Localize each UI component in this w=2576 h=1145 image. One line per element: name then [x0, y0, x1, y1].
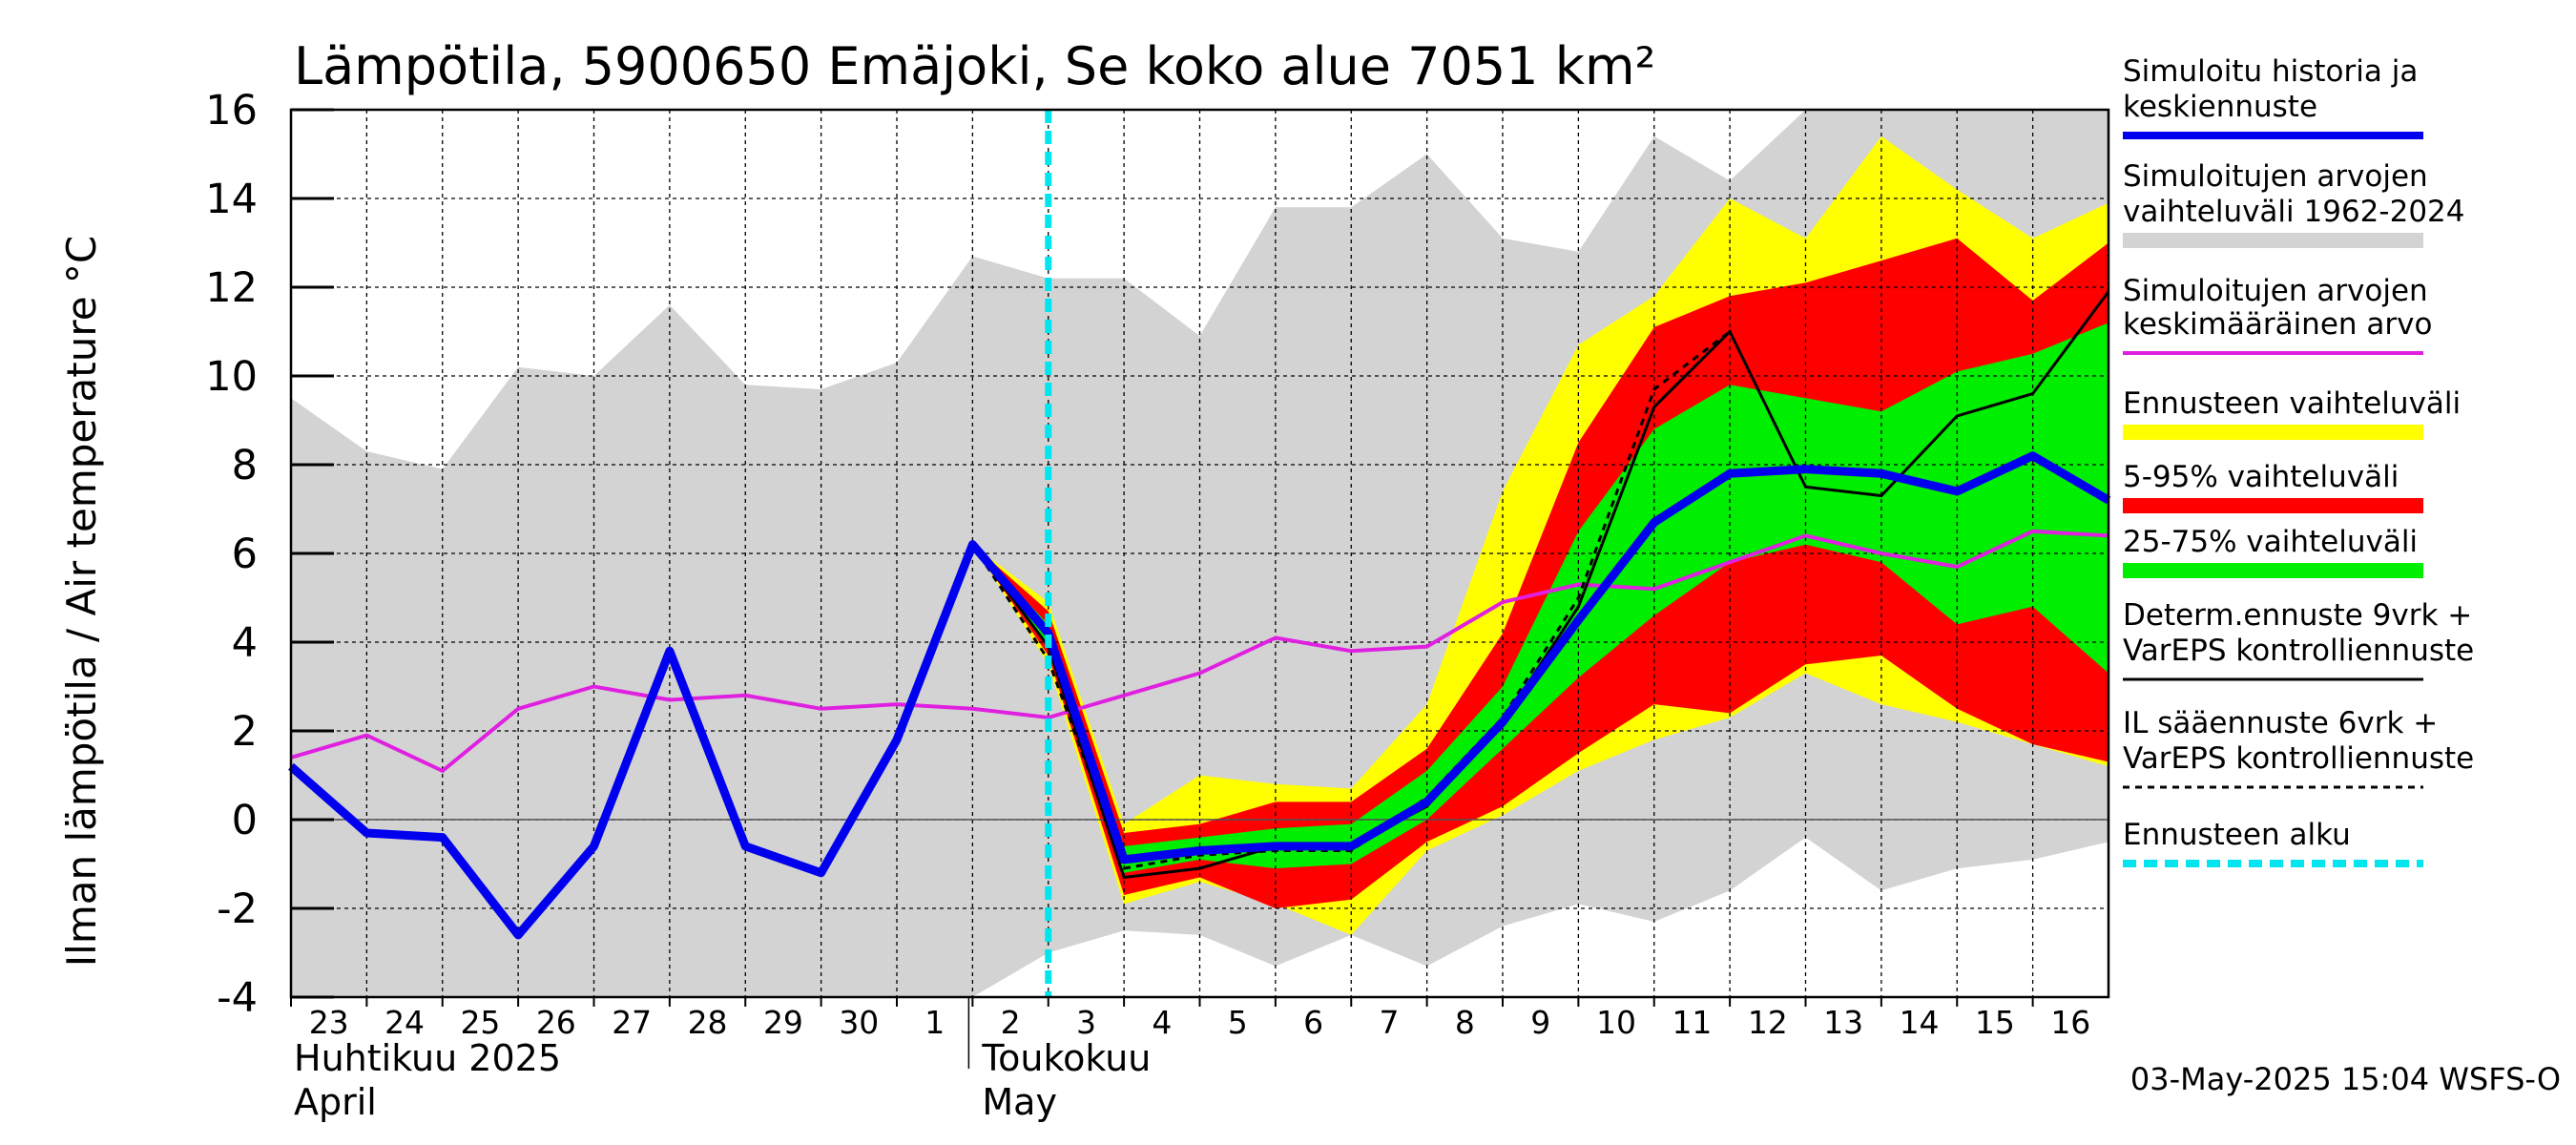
x-tick-label: 25: [460, 1004, 500, 1041]
x-tick-label: 28: [688, 1004, 728, 1041]
x-tick-label: 2: [1001, 1004, 1021, 1041]
x-tick-label: 10: [1596, 1004, 1636, 1041]
legend-label: VarEPS kontrolliennuste: [2123, 741, 2474, 776]
x-tick-label: 30: [839, 1004, 879, 1041]
month-label-en: April: [294, 1081, 377, 1123]
x-tick-label: 11: [1672, 1004, 1712, 1041]
legend-label: Determ.ennuste 9vrk +: [2123, 598, 2472, 633]
x-tick-label: 3: [1076, 1004, 1096, 1041]
legend-label: Simuloitu historia ja: [2123, 54, 2418, 89]
y-tick-label: 14: [205, 176, 258, 223]
x-tick-label: 7: [1379, 1004, 1399, 1041]
legend-swatch: [2123, 425, 2423, 440]
x-tick-label: 5: [1228, 1004, 1248, 1041]
x-tick-label: 14: [1900, 1004, 1940, 1041]
legend-label: keskimääräinen arvo: [2123, 307, 2432, 342]
legend-label: vaihteluväli 1962-2024: [2123, 195, 2464, 229]
simulated-history-line: [288, 451, 2111, 940]
x-tick-label: 9: [1530, 1004, 1550, 1041]
month-label-en: May: [982, 1081, 1057, 1123]
month-label-fi: Toukokuu: [981, 1037, 1151, 1079]
legend-swatch: [2123, 563, 2423, 578]
x-tick-label: 29: [763, 1004, 803, 1041]
legend-swatch: [2123, 498, 2423, 513]
x-tick-label: 12: [1748, 1004, 1788, 1041]
legend-label: Ennusteen alku: [2123, 818, 2351, 852]
x-tick-label: 26: [536, 1004, 576, 1041]
legend-label: 25-75% vaihteluväli: [2123, 525, 2418, 559]
y-tick-label: 10: [205, 353, 258, 401]
y-tick-label: 0: [232, 797, 258, 844]
chart-title: Lämpötila, 5900650 Emäjoki, Se koko alue…: [294, 36, 1655, 96]
legend-label: VarEPS kontrolliennuste: [2123, 634, 2474, 668]
legend-swatch: [2123, 233, 2423, 248]
y-tick-label: 16: [205, 87, 258, 135]
x-tick-label: 23: [309, 1004, 349, 1041]
simulated-mean-line: [290, 529, 2109, 774]
x-tick-label: 15: [1975, 1004, 2015, 1041]
legend-label: Ennusteen vaihteluväli: [2123, 386, 2461, 421]
y-tick-label: -4: [217, 974, 258, 1022]
legend-label: 5-95% vaihteluväli: [2123, 460, 2399, 494]
y-tick-label: -2: [217, 885, 258, 933]
y-tick-label: 8: [232, 442, 258, 489]
y-tick-label: 4: [232, 619, 258, 667]
timestamp-footer: 03-May-2025 15:04 WSFS-O: [2130, 1061, 2561, 1097]
x-tick-label: 8: [1455, 1004, 1475, 1041]
x-tick-label: 1: [924, 1004, 945, 1041]
legend-label: keskiennuste: [2123, 90, 2317, 124]
legend-label: IL sääennuste 6vrk +: [2123, 706, 2438, 740]
plot-area: [288, 108, 2111, 999]
y-tick-label: 2: [232, 708, 258, 756]
x-tick-label: 27: [612, 1004, 652, 1041]
x-tick-label: 4: [1152, 1004, 1172, 1041]
x-tick-label: 6: [1303, 1004, 1323, 1041]
y-tick-label: 12: [205, 264, 258, 312]
month-label-fi: Huhtikuu 2025: [294, 1037, 561, 1079]
y-axis-label: Ilman lämpötila / Air temperature °C: [58, 236, 105, 967]
x-tick-label: 24: [384, 1004, 425, 1041]
legend-label: Simuloitujen arvojen: [2123, 159, 2428, 194]
y-tick-label: 6: [232, 531, 258, 578]
x-tick-label: 13: [1823, 1004, 1863, 1041]
legend-label: Simuloitujen arvojen: [2123, 274, 2428, 308]
x-tick-label: 16: [2050, 1004, 2090, 1041]
range-25-75-band: [972, 323, 2109, 873]
